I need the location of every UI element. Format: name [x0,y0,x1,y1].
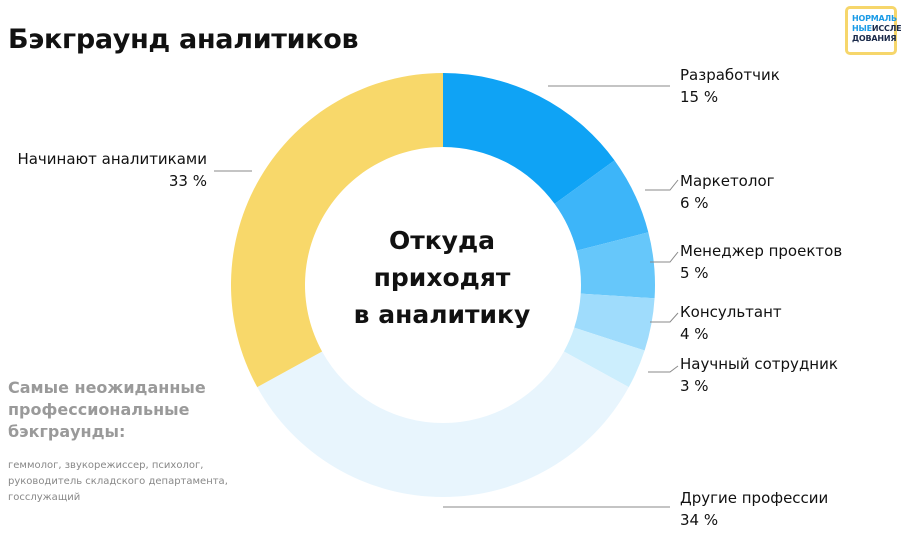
donut-center-text: Откуда приходят в аналитику [330,222,554,333]
logo-line-2a: НЫЕ [852,24,872,33]
donut-slice [574,293,655,351]
leader-line [650,312,679,323]
leader-line [645,179,679,191]
slice-value: 4 % [680,325,709,343]
center-line-2: приходят [373,263,511,292]
center-line-3: в аналитику [353,300,531,329]
unexpected-backgrounds-list: геммолог, звукорежиссер, психолог, руков… [8,460,228,503]
slice-label-researcher: Научный сотрудник 3 % [680,353,838,397]
slice-label-consultant: Консультант 4 % [680,301,782,345]
slice-label-marketer: Маркетолог 6 % [680,170,775,214]
slice-value: 15 % [680,88,719,106]
brand-logo: НОРМАЛЬ НЫЕИССЛЕ ДОВАНИЯ [845,6,902,55]
slice-name: Начинают аналитиками [17,150,207,168]
slice-name: Консультант [680,303,782,321]
leader-line [650,251,679,263]
slice-label-developer: Разработчик 15 % [680,64,780,108]
logo-line-1: НОРМАЛЬ [852,14,897,23]
slice-value: 6 % [680,194,709,212]
slice-name: Маркетолог [680,172,775,190]
logo-line-3: ДОВАНИЯ [852,34,897,43]
leader-line [648,365,679,373]
slice-name: Разработчик [680,66,780,84]
donut-slice [563,327,645,388]
slice-value: 34 % [680,511,719,529]
chart-title: Бэкграунд аналитиков [8,24,359,55]
slice-value: 3 % [680,377,709,395]
donut-slice [230,73,443,388]
slice-value: 5 % [680,264,709,282]
donut-slice [576,232,656,299]
slice-value: 33 % [168,172,207,190]
donut-slice [554,160,649,251]
slice-label-other: Другие профессии 34 % [680,487,828,531]
slice-name: Научный сотрудник [680,355,838,373]
unexpected-backgrounds-title: Самые неожиданные профессиональные бэкгр… [8,378,206,441]
center-line-1: Откуда [388,226,496,255]
donut-slice [443,73,615,204]
donut-slice [257,351,629,498]
slice-name: Менеджер проектов [680,242,843,260]
slice-label-project-manager: Менеджер проектов 5 % [680,240,842,284]
slice-label-started-as-analyst: Начинают аналитиками 33 % [17,148,207,192]
slice-name: Другие профессии [680,489,829,507]
logo-line-2b: ИССЛЕ [871,24,902,33]
